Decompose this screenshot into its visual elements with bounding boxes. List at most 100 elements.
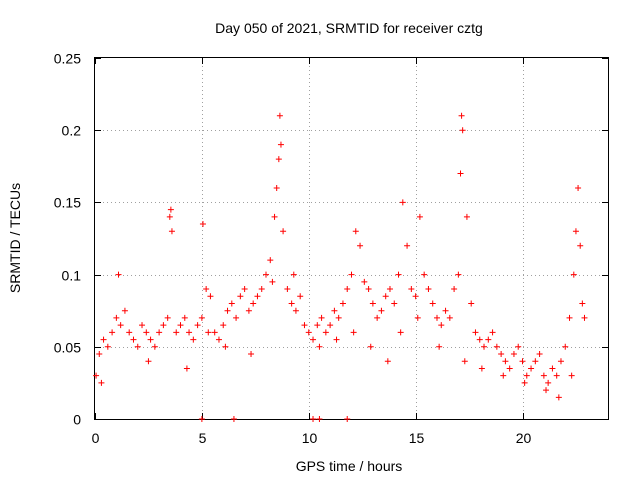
data-point: [378, 307, 385, 314]
data-point: [412, 293, 419, 300]
x-tick-label: 0: [92, 430, 100, 446]
data-point: [442, 307, 449, 314]
data-point: [451, 286, 458, 293]
data-point: [126, 329, 133, 336]
data-point: [250, 300, 257, 307]
data-point: [348, 271, 355, 278]
data-point: [228, 300, 235, 307]
data-point: [284, 286, 291, 293]
data-point: [130, 336, 137, 343]
data-point: [344, 416, 351, 422]
data-point: [493, 343, 500, 350]
data-point: [115, 271, 122, 278]
data-point: [186, 329, 193, 336]
data-point: [121, 307, 128, 314]
data-point: [515, 343, 522, 350]
data-point: [458, 112, 465, 119]
data-point: [397, 329, 404, 336]
plot-frame: [94, 57, 609, 420]
y-tick-label: 0.2: [62, 123, 82, 139]
data-point: [572, 228, 579, 235]
data-point: [288, 300, 295, 307]
data-point: [339, 300, 346, 307]
data-point: [194, 322, 201, 329]
data-point: [575, 184, 582, 191]
data-point: [568, 372, 575, 379]
data-point: [421, 271, 428, 278]
y-tick-label: 0: [73, 412, 81, 428]
data-point: [237, 293, 244, 300]
data-point: [502, 358, 509, 365]
y-axis-label: SRMTID / TECUs: [7, 183, 23, 293]
data-point: [521, 379, 528, 386]
data-point: [143, 329, 150, 336]
data-point: [156, 329, 163, 336]
data-point: [318, 314, 325, 321]
data-point: [173, 329, 180, 336]
data-point: [414, 314, 421, 321]
data-point: [528, 365, 535, 372]
data-point: [314, 322, 321, 329]
data-point: [540, 372, 547, 379]
data-point: [459, 127, 466, 134]
data-point: [384, 358, 391, 365]
data-point: [382, 293, 389, 300]
data-point: [468, 300, 475, 307]
data-point: [408, 286, 415, 293]
data-point: [258, 286, 265, 293]
data-point: [461, 358, 468, 365]
data-point: [198, 314, 205, 321]
data-point: [297, 293, 304, 300]
data-point: [310, 416, 317, 422]
data-point: [267, 257, 274, 264]
data-point: [436, 343, 443, 350]
data-point: [481, 343, 488, 350]
data-point: [113, 314, 120, 321]
x-tick-label: 20: [516, 430, 532, 446]
data-point: [425, 286, 432, 293]
data-point: [220, 322, 227, 329]
data-point: [352, 228, 359, 235]
data-point: [577, 242, 584, 249]
data-point: [104, 343, 111, 350]
data-point: [164, 314, 171, 321]
data-point: [365, 286, 372, 293]
data-point: [367, 343, 374, 350]
data-point: [369, 300, 376, 307]
data-point: [275, 156, 282, 163]
data-point: [316, 343, 323, 350]
data-point: [271, 213, 278, 220]
data-point: [395, 271, 402, 278]
data-point: [277, 141, 284, 148]
data-point: [100, 336, 107, 343]
data-point: [333, 336, 340, 343]
data-point: [254, 293, 261, 300]
data-point: [269, 278, 276, 285]
data-point: [109, 329, 116, 336]
data-point: [331, 307, 338, 314]
data-point: [472, 329, 479, 336]
data-point: [566, 314, 573, 321]
data-point: [241, 286, 248, 293]
data-point: [536, 351, 543, 358]
data-point: [562, 343, 569, 350]
data-point: [416, 213, 423, 220]
data-point: [233, 314, 240, 321]
data-point: [327, 322, 334, 329]
data-point: [457, 170, 464, 177]
data-point: [168, 228, 175, 235]
data-point: [263, 271, 269, 278]
chart-title: Day 050 of 2021, SRMTID for receiver czt…: [215, 20, 483, 36]
data-point: [245, 307, 252, 314]
data-point: [190, 336, 197, 343]
data-point: [549, 365, 556, 372]
data-point: [581, 314, 588, 321]
grid-lines: [95, 58, 608, 419]
axis-ticks: [95, 58, 608, 420]
data-point: [117, 322, 124, 329]
data-point: [555, 394, 562, 401]
data-point: [519, 358, 526, 365]
data-point: [181, 314, 188, 321]
data-point: [543, 387, 550, 394]
data-point: [391, 300, 398, 307]
